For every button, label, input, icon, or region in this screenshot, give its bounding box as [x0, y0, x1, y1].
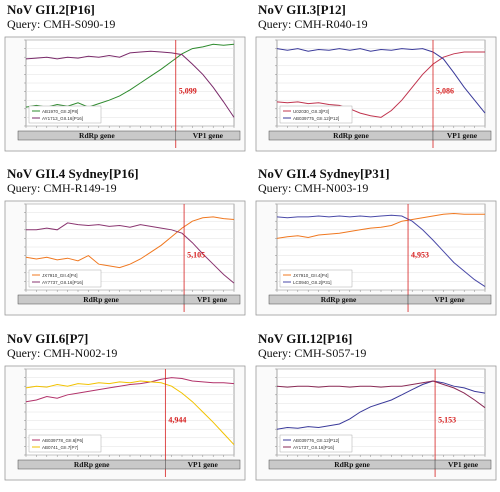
legend: AB039776_GII.12[P12] AY1737_GII.16[P16]	[279, 434, 353, 453]
simplot-chart: 4,944 AB039778_GII.6[P6] AB0741_GII.7[P7] R…	[4, 365, 246, 481]
legend-box	[28, 269, 102, 288]
legend-entry: AY7737_GII.16[P16]	[42, 280, 83, 285]
series-line	[276, 51, 485, 118]
breakpoint-label: 5,153	[438, 415, 456, 424]
legend: JX7910_GII.4[P4] LC0940_GII.2[P31]	[279, 269, 353, 288]
panel-title: NoV GII.2[P16]	[7, 2, 95, 17]
panel-query: Query: CMH-N002-19	[7, 346, 118, 360]
recombination-panel: NoV GII.4 Sydney[P31] Query: CMH-N003-19…	[255, 166, 497, 326]
breakpoint-label: 4,944	[168, 415, 186, 424]
rdrp-gene-label: RdRp gene	[79, 131, 115, 140]
rdrp-gene-label: RdRp gene	[334, 460, 370, 469]
simplot-chart: 5,086 U02030_GII.3[P3] AB039775_GII.12[P12…	[255, 36, 497, 152]
vp1-gene-bar	[165, 459, 241, 470]
panel-query: Query: CMH-S090-19	[7, 17, 116, 31]
series-line	[276, 380, 486, 430]
panel-title: NoV GII.6[P7]	[7, 331, 89, 346]
series-line	[25, 43, 235, 108]
legend-box	[279, 105, 353, 124]
series-line	[25, 216, 235, 269]
series-line	[25, 377, 235, 403]
series-line	[276, 380, 486, 409]
legend-entry: LC0940_GII.2[P31]	[293, 280, 332, 285]
breakpoint-label: 4,953	[411, 250, 429, 259]
legend-entry: AY1737_GII.16[P16]	[293, 445, 334, 450]
series-line	[276, 212, 485, 239]
simplot-chart: 5,099 AB1970_GII.2[P8] AY1713_GII.16[P16] R…	[4, 36, 246, 152]
legend-entry: JX7910_GII.4[P4]	[42, 273, 78, 278]
recombination-panel: NoV GII.4 Sydney[P16] Query: CMH-R149-19…	[4, 166, 246, 326]
series-line	[25, 380, 235, 446]
recombination-panel: NoV GII.6[P7] Query: CMH-N002-19 4,944 AB…	[4, 331, 246, 491]
vp1-gene-bar	[183, 294, 241, 305]
panel-title: NoV GII.12[P16]	[258, 331, 353, 346]
legend-entry: JX7910_GII.4[P4]	[293, 273, 329, 278]
recombination-panel: NoV GII.12[P16] Query: CMH-S057-19 5,153…	[255, 331, 497, 491]
vp1-gene-bar	[432, 130, 492, 141]
simplot-chart: 4,953 JX7910_GII.4[P4] LC0940_GII.2[P31] Rd…	[255, 200, 497, 316]
vp1-gene-bar	[407, 294, 492, 305]
legend: U02030_GII.3[P3] AB039775_GII.12[P12]	[279, 105, 353, 124]
panel-title: NoV GII.3[P12]	[258, 2, 346, 17]
legend-entry: AB039776_GII.12[P12]	[293, 438, 339, 443]
panel-query: Query: CMH-R149-19	[7, 181, 117, 195]
series-line	[276, 48, 486, 114]
series-line	[276, 214, 486, 288]
recombination-panel: NoV GII.3[P12] Query: CMH-R040-19 5,086 U…	[255, 2, 497, 162]
simplot-chart: 5,105 JX7910_GII.4[P4] AY7737_GII.16[P16] R…	[4, 200, 246, 316]
legend: AB1970_GII.2[P8] AY1713_GII.16[P16]	[28, 105, 102, 124]
series-line	[25, 50, 235, 118]
breakpoint-label: 5,086	[436, 86, 454, 95]
panel-query: Query: CMH-R040-19	[258, 17, 368, 31]
recombination-panel: NoV GII.2[P16] Query: CMH-S090-19 5,099 A…	[4, 2, 246, 162]
legend-box	[279, 434, 353, 453]
legend-entry: AB039775_GII.12[P12]	[293, 116, 339, 121]
panel-query: Query: CMH-N003-19	[258, 181, 369, 195]
legend: AB039778_GII.6[P6] AB0741_GII.7[P7]	[28, 434, 102, 453]
vp1-gene-label: VP1 gene	[193, 131, 224, 140]
legend-entry: AB1970_GII.2[P8]	[42, 109, 78, 114]
vp1-gene-label: VP1 gene	[434, 295, 465, 304]
rdrp-gene-label: RdRp gene	[74, 460, 110, 469]
panel-query: Query: CMH-S057-19	[258, 346, 367, 360]
vp1-gene-label: VP1 gene	[188, 460, 219, 469]
vp1-gene-label: VP1 gene	[197, 295, 228, 304]
vp1-gene-bar	[434, 459, 492, 470]
rdrp-gene-label: RdRp gene	[321, 295, 357, 304]
legend-entry: U02030_GII.3[P3]	[293, 109, 329, 114]
vp1-gene-bar	[175, 130, 241, 141]
legend: JX7910_GII.4[P4] AY7737_GII.16[P16]	[28, 269, 102, 288]
series-line	[26, 222, 235, 284]
panel-title: NoV GII.4 Sydney[P16]	[7, 166, 139, 181]
simplot-chart: 5,153 AB039776_GII.12[P12] AY1737_GII.16[P…	[255, 365, 497, 481]
legend-box	[28, 105, 102, 124]
vp1-gene-label: VP1 gene	[448, 460, 479, 469]
legend-entry: AY1713_GII.16[P16]	[42, 116, 83, 121]
rdrp-gene-label: RdRp gene	[333, 131, 369, 140]
legend-box	[28, 434, 102, 453]
vp1-gene-label: VP1 gene	[447, 131, 478, 140]
panel-title: NoV GII.4 Sydney[P31]	[258, 166, 390, 181]
legend-box	[279, 269, 353, 288]
breakpoint-label: 5,099	[179, 86, 197, 95]
breakpoint-label: 5,105	[187, 250, 205, 259]
legend-entry: AB0741_GII.7[P7]	[42, 445, 78, 450]
legend-entry: AB039778_GII.6[P6]	[42, 438, 83, 443]
rdrp-gene-label: RdRp gene	[83, 295, 119, 304]
